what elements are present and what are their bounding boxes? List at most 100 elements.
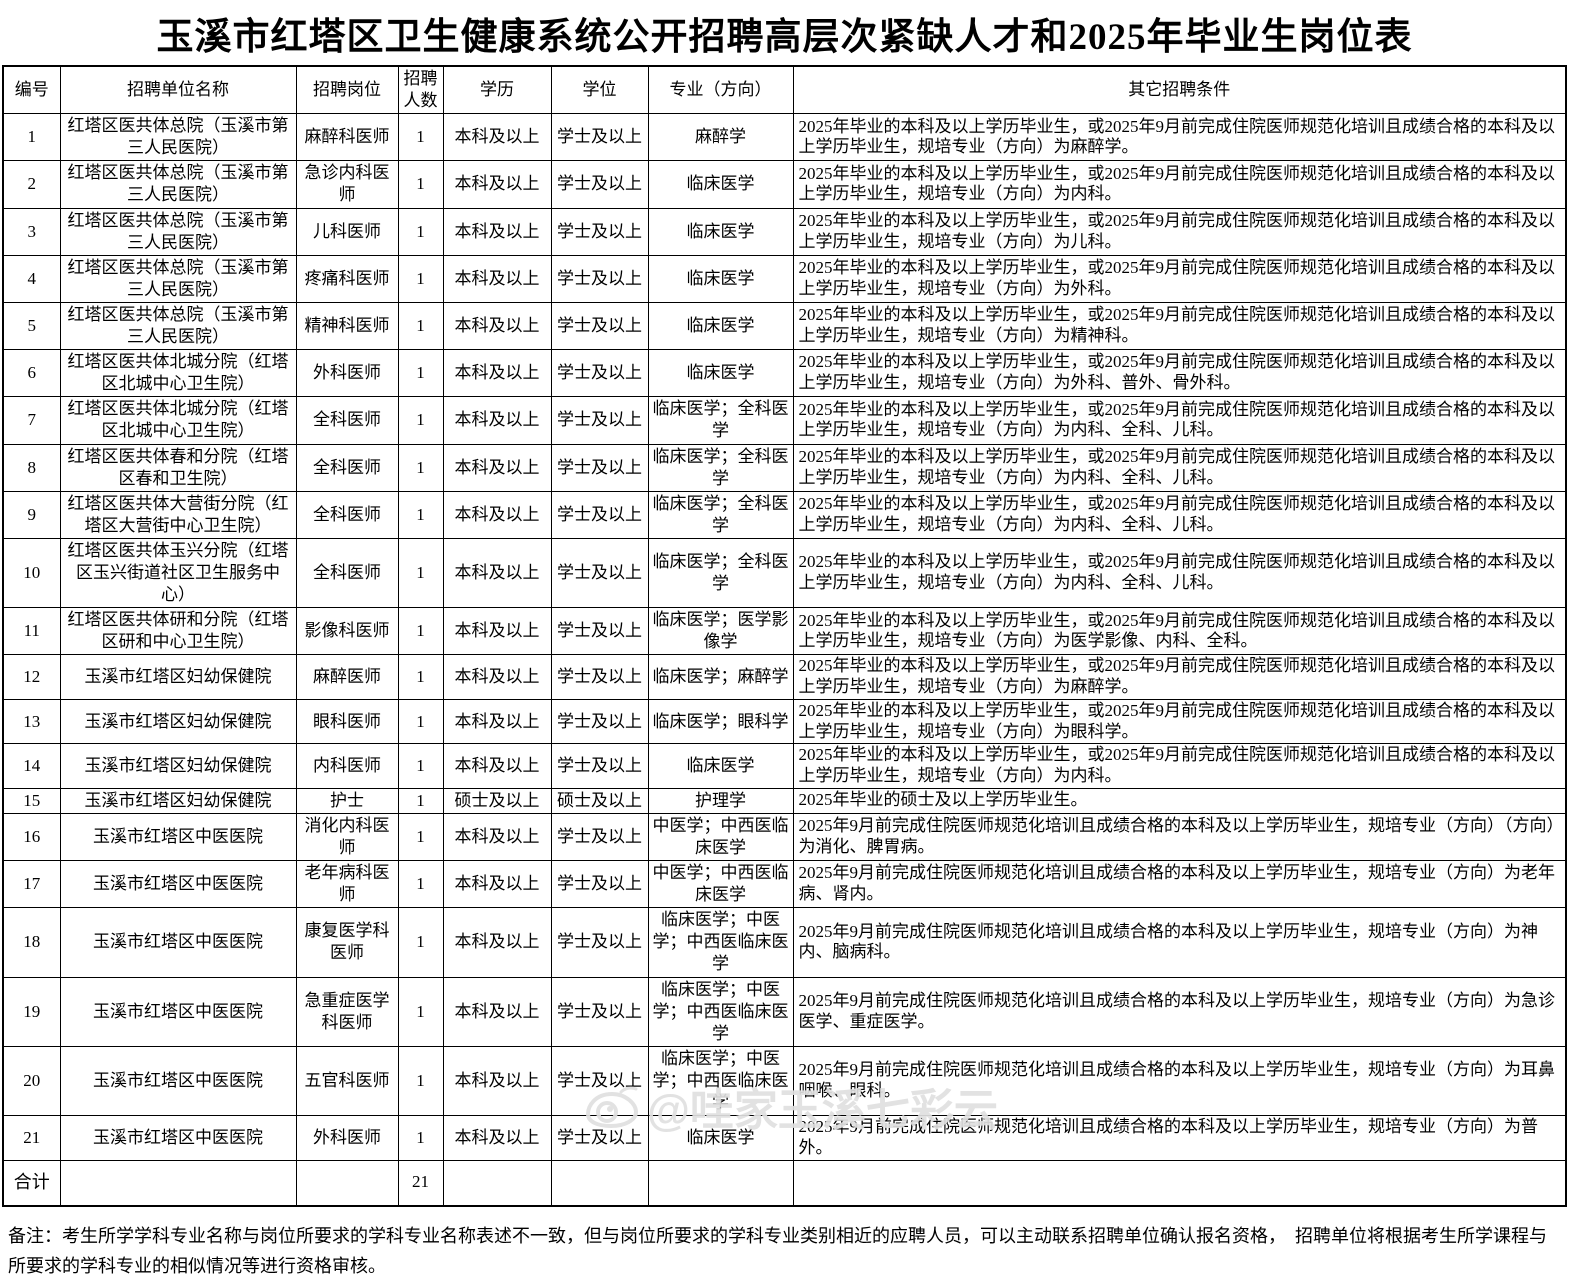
cell-conditions: 2025年毕业的本科及以上学历毕业生，或2025年9月前完成住院医师规范化培训且… [792, 160, 1567, 209]
cell-edu: 本科及以上 [442, 160, 552, 209]
cell-no: 18 [2, 907, 61, 978]
cell-no: 9 [2, 490, 61, 539]
cell-no: 8 [2, 443, 61, 492]
column-header: 专业（方向） [647, 65, 794, 115]
cell-count: 1 [397, 254, 444, 303]
table-row: 20 玉溪市红塔区中医医院 五官科医师 1 本科及以上 学士及以上 临床医学；中医学；中西医… [2, 1045, 1567, 1117]
cell-degree: 学士及以上 [550, 490, 649, 539]
cell-major: 临床医学 [647, 743, 794, 789]
cell-degree: 学士及以上 [550, 1115, 649, 1161]
cell-unit: 玉溪市红塔区中医医院 [59, 1115, 297, 1161]
cell-edu: 本科及以上 [442, 907, 552, 978]
table-row: 4 红塔区医共体总院（玉溪市第三人民医院） 疼痛科医师 1 本科及以上 学士及以上 临床医学… [2, 254, 1567, 303]
cell-unit: 玉溪市红塔区中医医院 [59, 812, 297, 862]
cell-conditions: 2025年毕业的本科及以上学历毕业生，或2025年9月前完成住院医师规范化培训且… [792, 443, 1567, 492]
cell-no: 5 [2, 301, 61, 351]
cell-conditions: 2025年9月前完成住院医师规范化培训且成绩合格的本科及以上学历毕业生，规培专业… [792, 1045, 1567, 1117]
cell-major: 临床医学；全科医学 [647, 443, 794, 492]
cell-count: 1 [397, 1115, 444, 1161]
cell-major: 临床医学 [647, 349, 794, 398]
cell-edu: 本科及以上 [442, 976, 552, 1047]
table-header-row: 编号 招聘单位名称 招聘岗位 招聘人数 学历 学位 专业（方向） 其它招聘条件 [2, 65, 1567, 115]
table-row: 19 玉溪市红塔区中医医院 急重症医学科医师 1 本科及以上 学士及以上 临床医学；中医学；… [2, 976, 1567, 1047]
cell-post: 全科医师 [295, 396, 399, 445]
table-row: 6 红塔区医共体北城分院（红塔区北城中心卫生院） 外科医师 1 本科及以上 学士及以上 临床… [2, 349, 1567, 398]
cell-post: 消化内科医师 [295, 812, 399, 862]
cell-degree: 学士及以上 [550, 113, 649, 162]
cell-degree: 学士及以上 [550, 349, 649, 398]
cell-conditions: 2025年毕业的本科及以上学历毕业生，或2025年9月前完成住院医师规范化培训且… [792, 254, 1567, 303]
cell-degree: 学士及以上 [550, 160, 649, 209]
cell-degree: 学士及以上 [550, 698, 649, 745]
cell-conditions: 2025年毕业的本科及以上学历毕业生，或2025年9月前完成住院医师规范化培训且… [792, 654, 1567, 700]
cell-post: 全科医师 [295, 537, 399, 609]
cell-conditions: 2025年毕业的本科及以上学历毕业生，或2025年9月前完成住院医师规范化培训且… [792, 113, 1567, 162]
table-row: 7 红塔区医共体北城分院（红塔区北城中心卫生院） 全科医师 1 本科及以上 学士及以上 临床… [2, 396, 1567, 445]
cell-post: 眼科医师 [295, 698, 399, 745]
cell-conditions: 2025年9月前完成住院医师规范化培训且成绩合格的本科及以上学历毕业生，规培专业… [792, 976, 1567, 1047]
table-row: 21 玉溪市红塔区中医医院 外科医师 1 本科及以上 学士及以上 临床医学 2025年9月前完… [2, 1115, 1567, 1161]
cell-post: 外科医师 [295, 349, 399, 398]
cell-major: 临床医学 [647, 254, 794, 303]
cell-count: 1 [397, 654, 444, 700]
cell-unit: 红塔区医共体总院（玉溪市第三人民医院） [59, 160, 297, 209]
cell-post: 外科医师 [295, 1115, 399, 1161]
cell-no: 4 [2, 254, 61, 303]
cell-unit: 玉溪市红塔区妇幼保健院 [59, 698, 297, 745]
cell-no: 15 [2, 787, 61, 814]
cell-conditions: 2025年毕业的本科及以上学历毕业生，或2025年9月前完成住院医师规范化培训且… [792, 301, 1567, 351]
cell-post: 急诊内科医师 [295, 160, 399, 209]
cell-conditions: 2025年9月前完成住院医师规范化培训且成绩合格的本科及以上学历毕业生，规培专业… [792, 1115, 1567, 1161]
cell-degree: 学士及以上 [550, 607, 649, 656]
cell-post: 内科医师 [295, 743, 399, 789]
column-header: 编号 [2, 65, 61, 115]
cell-count: 1 [397, 443, 444, 492]
cell-post: 疼痛科医师 [295, 254, 399, 303]
cell-count: 1 [397, 113, 444, 162]
cell-degree: 学士及以上 [550, 1045, 649, 1117]
column-header: 招聘人数 [397, 65, 444, 115]
cell-count: 1 [397, 787, 444, 814]
cell-unit: 红塔区医共体北城分院（红塔区北城中心卫生院） [59, 349, 297, 398]
cell-count: 1 [397, 160, 444, 209]
cell-post: 精神科医师 [295, 301, 399, 351]
cell-post: 全科医师 [295, 443, 399, 492]
cell-edu: 本科及以上 [442, 113, 552, 162]
total-cell-conditions [792, 1159, 1567, 1207]
cell-no: 7 [2, 396, 61, 445]
table-row: 16 玉溪市红塔区中医医院 消化内科医师 1 本科及以上 学士及以上 中医学；中西医临床医学… [2, 812, 1567, 862]
cell-conditions: 2025年毕业的本科及以上学历毕业生，或2025年9月前完成住院医师规范化培训且… [792, 396, 1567, 445]
cell-degree: 学士及以上 [550, 654, 649, 700]
cell-count: 1 [397, 907, 444, 978]
table-row: 8 红塔区医共体春和分院（红塔区春和卫生院） 全科医师 1 本科及以上 学士及以上 临床医学… [2, 443, 1567, 492]
column-header: 学位 [550, 65, 649, 115]
cell-no: 21 [2, 1115, 61, 1161]
cell-post: 影像科医师 [295, 607, 399, 656]
cell-post: 麻醉医师 [295, 654, 399, 700]
cell-count: 1 [397, 490, 444, 539]
cell-edu: 本科及以上 [442, 537, 552, 609]
cell-degree: 学士及以上 [550, 907, 649, 978]
column-header: 招聘单位名称 [59, 65, 297, 115]
table-row: 3 红塔区医共体总院（玉溪市第三人民医院） 儿科医师 1 本科及以上 学士及以上 临床医学 2… [2, 207, 1567, 256]
cell-unit: 玉溪市红塔区中医医院 [59, 860, 297, 909]
total-cell-edu [442, 1159, 552, 1207]
total-cell-major [647, 1159, 794, 1207]
table-row: 17 玉溪市红塔区中医医院 老年病科医师 1 本科及以上 学士及以上 中医学；中西医临床医学… [2, 860, 1567, 909]
cell-count: 1 [397, 207, 444, 256]
cell-post: 儿科医师 [295, 207, 399, 256]
cell-degree: 学士及以上 [550, 254, 649, 303]
cell-count: 1 [397, 976, 444, 1047]
footer-note: 备注：考生所学学科专业名称与岗位所要求的学科专业名称表述不一致，但与岗位所要求的… [8, 1225, 1547, 1277]
cell-edu: 本科及以上 [442, 349, 552, 398]
cell-no: 11 [2, 607, 61, 656]
cell-count: 1 [397, 396, 444, 445]
cell-count: 1 [397, 743, 444, 789]
cell-unit: 红塔区医共体总院（玉溪市第三人民医院） [59, 254, 297, 303]
cell-degree: 学士及以上 [550, 301, 649, 351]
cell-no: 1 [2, 113, 61, 162]
cell-unit: 玉溪市红塔区中医医院 [59, 976, 297, 1047]
cell-no: 3 [2, 207, 61, 256]
cell-major: 护理学 [647, 787, 794, 814]
cell-no: 14 [2, 743, 61, 789]
